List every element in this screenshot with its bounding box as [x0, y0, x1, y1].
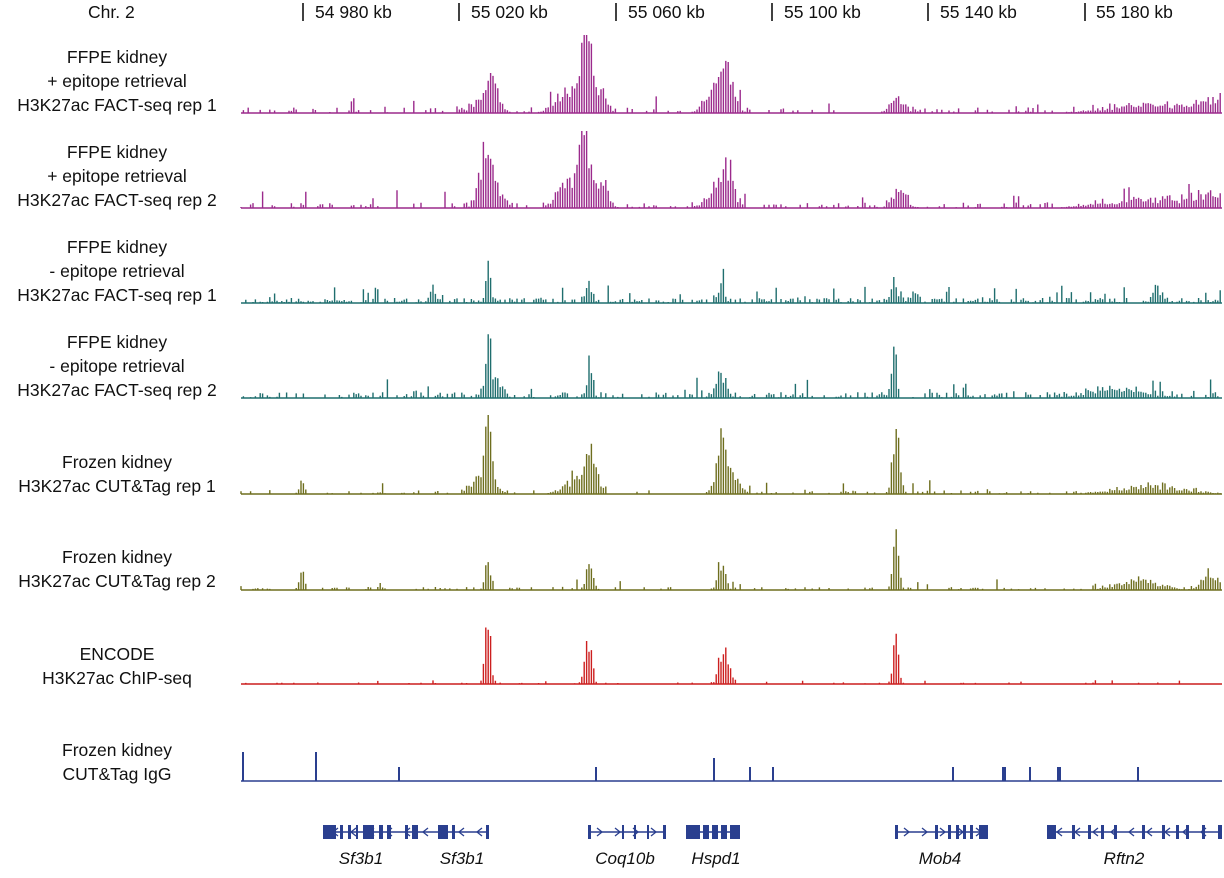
- gene-exon: [348, 825, 351, 839]
- gene-exon: [647, 825, 649, 839]
- track-label-line: H3K27ac CUT&Tag rep 1: [18, 476, 216, 496]
- track-label: Frozen kidney H3K27ac CUT&Tag rep 2: [2, 545, 232, 593]
- signal-bars: [240, 529, 1221, 590]
- gene-exon: [1101, 825, 1104, 839]
- track-label-line: H3K27ac FACT-seq rep 1: [17, 285, 217, 305]
- track-label-line: H3K27ac FACT-seq rep 2: [17, 380, 217, 400]
- coordinate-label: 54 980 kb: [315, 2, 392, 22]
- strand-arrow-icon: [1055, 827, 1207, 837]
- track-label: FFPE kidney - epitope retrieval H3K27ac …: [2, 235, 232, 307]
- gene-exon: [438, 825, 448, 839]
- gene-label: Hspd1: [691, 849, 741, 868]
- signal-bars: [240, 415, 1221, 494]
- gene-exon: [452, 825, 455, 839]
- gene-exon: [405, 825, 408, 839]
- track-label: Frozen kidney H3K27ac CUT&Tag rep 1: [2, 450, 232, 498]
- coordinate-label: 55 020 kb: [471, 2, 548, 22]
- gene-exon: [1088, 825, 1091, 839]
- track-label: ENCODE H3K27ac ChIP-seq: [2, 642, 232, 690]
- track-label-line: FFPE kidney: [66, 47, 168, 67]
- track-label-line: Frozen kidney: [62, 452, 172, 472]
- gene-exon: [1162, 825, 1165, 839]
- gene-exon: [956, 825, 959, 839]
- gene-exon: [935, 825, 938, 839]
- gene-exon: [970, 825, 973, 839]
- strand-arrow-icon: [331, 827, 483, 837]
- signal-bars: [245, 260, 1221, 303]
- gene-exon: [663, 825, 666, 839]
- track-label: Frozen kidney CUT&Tag IgG: [2, 738, 232, 786]
- track-label: FFPE kidney - epitope retrieval H3K27ac …: [2, 330, 232, 402]
- gene-label: Sf3b1: [439, 849, 485, 868]
- track-label-line: - epitope retrieval: [49, 356, 185, 376]
- track-label-line: Frozen kidney: [62, 547, 172, 567]
- strand-arrow-icon: [903, 827, 983, 837]
- track-label-line: FFPE kidney: [66, 332, 168, 352]
- gene-exon: [703, 825, 709, 839]
- gene-label: Rftn2: [1103, 849, 1145, 868]
- signal-bars: [242, 35, 1221, 113]
- gene-label: Sf3b1: [338, 849, 384, 868]
- strand-arrow-icon: [596, 827, 658, 837]
- chromosome-label: Chr. 2: [88, 2, 135, 22]
- coordinate-label: 55 100 kb: [784, 2, 861, 22]
- gene-exon: [1202, 825, 1205, 839]
- signal-bars: [242, 334, 1219, 398]
- track-label-line: - epitope retrieval: [49, 261, 185, 281]
- gene-exon: [486, 825, 489, 839]
- track-label-line: H3K27ac ChIP-seq: [42, 668, 192, 688]
- gene-exon: [1072, 825, 1075, 839]
- strand-arrow-icon: [694, 827, 720, 837]
- gene-exon: [1142, 825, 1145, 839]
- gene-exon: [356, 825, 358, 839]
- track-label: FFPE kidney + epitope retrieval H3K27ac …: [2, 45, 232, 117]
- track-label-line: ENCODE: [79, 644, 155, 664]
- gene-exon: [340, 825, 343, 839]
- gene-exon: [730, 825, 740, 839]
- gene-exon: [895, 825, 898, 839]
- gene-exon: [412, 825, 418, 839]
- gene-exon: [948, 825, 951, 839]
- gene-label: Mob4: [918, 849, 962, 868]
- track-label-line: H3K27ac FACT-seq rep 1: [17, 95, 217, 115]
- gene-exon: [634, 825, 636, 839]
- gene-exon: [387, 825, 391, 839]
- track-label-line: Frozen kidney: [62, 740, 172, 760]
- gene-exon: [686, 825, 700, 839]
- coordinate-label: 55 060 kb: [628, 2, 705, 22]
- track-label-line: + epitope retrieval: [47, 71, 187, 91]
- track-label-line: + epitope retrieval: [47, 166, 187, 186]
- track-label-line: H3K27ac FACT-seq rep 2: [17, 190, 217, 210]
- coordinate-label: 55 140 kb: [940, 2, 1017, 22]
- gene-exon: [622, 825, 624, 839]
- coordinate-label: 55 180 kb: [1096, 2, 1173, 22]
- track-label-line: CUT&Tag IgG: [62, 764, 172, 784]
- track-label-line: H3K27ac CUT&Tag rep 2: [18, 571, 216, 591]
- gene-exon: [712, 825, 718, 839]
- gene-exon: [588, 825, 591, 839]
- gene-exon: [979, 825, 988, 839]
- track-label-line: FFPE kidney: [66, 237, 168, 257]
- track-label-line: FFPE kidney: [66, 142, 168, 162]
- gene-exon: [963, 825, 966, 839]
- gene-exon: [721, 825, 727, 839]
- track-label: FFPE kidney + epitope retrieval H3K27ac …: [2, 140, 232, 212]
- gene-label: Coq10b: [595, 849, 655, 868]
- signal-bars: [240, 131, 1221, 208]
- gene-exon: [1047, 825, 1056, 839]
- gene-exon: [379, 825, 383, 839]
- gene-exon: [1186, 825, 1189, 839]
- signal-bars: [245, 627, 1181, 684]
- gene-exon: [1114, 825, 1117, 839]
- gene-exon: [1218, 825, 1222, 839]
- gene-exon: [323, 825, 336, 839]
- gene-exon: [1176, 825, 1179, 839]
